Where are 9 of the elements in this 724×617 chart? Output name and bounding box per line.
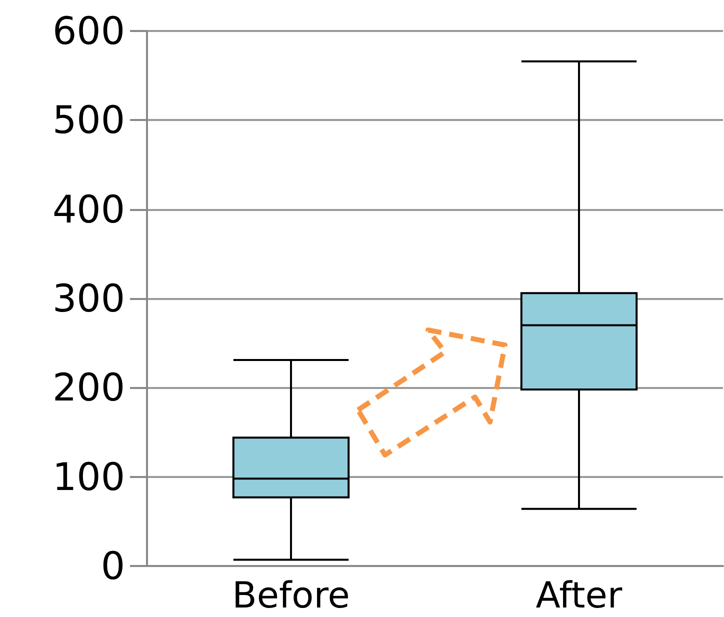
y-tick-label: 500 xyxy=(52,98,125,142)
y-tick-label: 100 xyxy=(52,454,125,499)
x-tick-label: Before xyxy=(232,576,350,616)
x-tick-label: After xyxy=(536,576,622,616)
y-tick-label: 600 xyxy=(52,9,125,53)
y-tick-label: 0 xyxy=(100,544,125,588)
y-tick-label: 400 xyxy=(52,187,125,232)
y-tick-label: 300 xyxy=(52,276,125,320)
y-tick-label: 200 xyxy=(52,366,125,410)
